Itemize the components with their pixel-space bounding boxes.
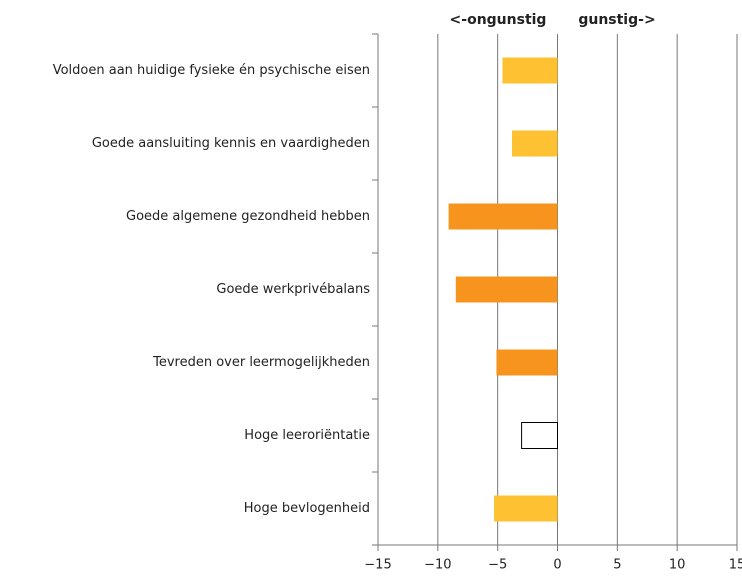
y-tick-label: Goede werkprivébalans [216, 282, 370, 297]
y-tick-label: Goede aansluiting kennis en vaardigheden [92, 136, 370, 151]
y-tick-label: Hoge leeroriëntatie [244, 428, 370, 443]
bar [496, 349, 558, 376]
bar [512, 130, 558, 157]
x-tick-label: 10 [669, 558, 686, 573]
bar [448, 203, 558, 230]
x-tick-label: −10 [424, 558, 451, 573]
y-tick-label: Goede algemene gezondheid hebben [126, 209, 370, 224]
favorable-label: gunstig-> [578, 12, 655, 28]
x-tick-label: 15 [729, 558, 742, 573]
x-tick-label: 5 [613, 558, 621, 573]
unfavorable-label: <-ongunstig [450, 12, 547, 28]
bar [502, 57, 558, 84]
bar [494, 495, 558, 522]
x-tick-label: −15 [364, 558, 391, 573]
bar [455, 276, 558, 303]
y-tick-label: Hoge bevlogenheid [244, 501, 370, 516]
bar [521, 422, 558, 449]
y-tick-label: Tevreden over leermogelijkheden [152, 355, 370, 370]
y-tick-label: Voldoen aan huidige fysieke én psychisch… [53, 63, 370, 78]
x-tick-label: −5 [488, 558, 507, 573]
x-tick-label: 0 [553, 558, 561, 573]
